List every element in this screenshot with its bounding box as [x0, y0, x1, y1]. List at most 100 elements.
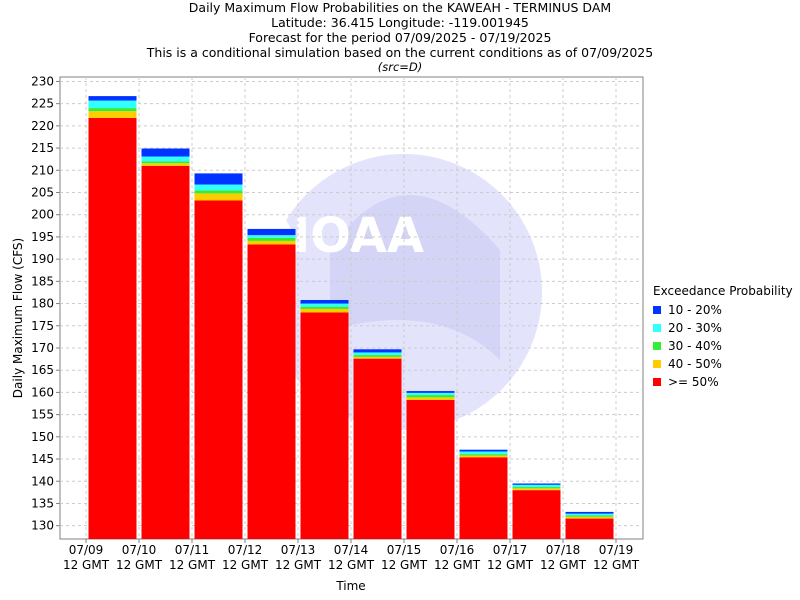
legend-item: 10 - 20%	[653, 301, 793, 319]
bar-segment-30-40	[300, 306, 349, 309]
y-tick-label: 180	[31, 297, 54, 311]
chart-location: Latitude: 36.415 Longitude: -119.001945	[271, 15, 529, 30]
bar-segment-20-30	[459, 451, 508, 455]
x-tick-time-label: 12 GMT	[540, 558, 587, 572]
legend-item: 30 - 40%	[653, 337, 793, 355]
chart-period: Forecast for the period 07/09/2025 - 07/…	[248, 30, 552, 45]
legend-title: Exceedance Probability	[653, 284, 793, 298]
legend-label: 30 - 40%	[668, 339, 722, 353]
x-tick-date-label: 07/14	[334, 543, 369, 557]
bar-segment-20-30	[353, 352, 402, 356]
y-tick-label: 215	[31, 141, 54, 155]
x-tick-time-label: 12 GMT	[222, 558, 269, 572]
x-tick-date-label: 07/11	[175, 543, 210, 557]
bar-segment-40-50	[247, 240, 296, 245]
bar-segment-20-30	[406, 392, 455, 396]
bar-segment-50	[459, 457, 508, 539]
x-tick-date-label: 07/13	[281, 543, 316, 557]
bar-segment-20-30	[141, 156, 190, 162]
bar-segment-10-20	[565, 511, 614, 514]
bar-segment-10-20	[406, 391, 455, 393]
x-axis-label: Time	[335, 579, 365, 593]
bar-segment-50	[194, 200, 243, 539]
x-tick-time-label: 12 GMT	[275, 558, 322, 572]
x-tick-time-label: 12 GMT	[116, 558, 163, 572]
bar-segment-10-20	[247, 228, 296, 236]
x-tick-time-label: 12 GMT	[434, 558, 481, 572]
bar-segment-50	[353, 358, 402, 539]
chart-conditions-note: This is a conditional simulation based o…	[146, 45, 654, 60]
x-tick-date-label: 07/09	[69, 543, 104, 557]
y-tick-label: 150	[31, 430, 54, 444]
bar-segment-30-40	[247, 237, 296, 241]
bar-segment-40-50	[194, 193, 243, 201]
y-tick-label: 190	[31, 252, 54, 266]
x-tick-time-label: 12 GMT	[169, 558, 216, 572]
bar-segment-40-50	[565, 516, 614, 519]
y-tick-label: 160	[31, 385, 54, 399]
y-tick-label: 135	[31, 496, 54, 510]
bar-segment-30-40	[565, 515, 614, 517]
y-tick-label: 210	[31, 163, 54, 177]
x-tick-time-label: 12 GMT	[381, 558, 428, 572]
x-tick-time-label: 12 GMT	[328, 558, 375, 572]
x-tick-date-label: 07/12	[228, 543, 263, 557]
y-tick-label: 200	[31, 208, 54, 222]
legend-label: 40 - 50%	[668, 357, 722, 371]
legend-item: >= 50%	[653, 373, 793, 391]
chart-title-block: Daily Maximum Flow Probabilities on the …	[0, 0, 800, 75]
bar-segment-50	[300, 312, 349, 539]
bar-segment-30-40	[88, 108, 137, 112]
bar-segment-40-50	[88, 111, 137, 118]
bar-segment-10-20	[300, 300, 349, 304]
noaa-watermark-text: NOAA	[270, 208, 424, 264]
legend-swatch	[653, 306, 661, 314]
bar-segment-20-30	[565, 513, 614, 516]
y-tick-label: 155	[31, 408, 54, 422]
bar-segment-20-30	[300, 303, 349, 307]
bar-segment-10-20	[88, 96, 137, 101]
bars	[88, 96, 614, 539]
bar-segment-40-50	[300, 308, 349, 313]
legend-items: 10 - 20% 20 - 30% 30 - 40% 40 - 50% >= 50%	[653, 301, 793, 391]
y-tick-label: 175	[31, 319, 54, 333]
bar-segment-20-30	[194, 184, 243, 191]
legend-item: 40 - 50%	[653, 355, 793, 373]
bar-segment-30-40	[512, 487, 561, 489]
legend-label: 10 - 20%	[668, 303, 722, 317]
legend-label: >= 50%	[668, 375, 719, 389]
bar-segment-40-50	[353, 356, 402, 359]
legend-label: 20 - 30%	[668, 321, 722, 335]
x-tick-time-label: 12 GMT	[487, 558, 534, 572]
chart-title: Daily Maximum Flow Probabilities on the …	[188, 0, 612, 15]
bar-segment-40-50	[141, 163, 190, 166]
x-tick-date-label: 07/19	[599, 543, 634, 557]
bar-segment-50	[88, 117, 137, 539]
y-tick-label: 165	[31, 363, 54, 377]
x-tick-time-label: 12 GMT	[593, 558, 640, 572]
bar-segment-30-40	[459, 454, 508, 456]
y-tick-label: 230	[31, 74, 54, 88]
bar-segment-30-40	[353, 355, 402, 357]
y-tick-label: 145	[31, 452, 54, 466]
legend-swatch	[653, 324, 661, 332]
noaa-watermark: NOAA	[266, 154, 542, 430]
y-axis: 130 135 140 145 150 155 160 165 170 175 180 185 190 1…	[31, 74, 60, 533]
legend-item: 20 - 30%	[653, 319, 793, 337]
y-tick-label: 205	[31, 186, 54, 200]
bar-segment-40-50	[512, 488, 561, 491]
bar-segment-50	[406, 399, 455, 539]
x-tick-date-label: 07/16	[440, 543, 475, 557]
legend: Exceedance Probability 10 - 20% 20 - 30% 3…	[653, 284, 793, 391]
chart-source-note: (src=D)	[377, 60, 423, 74]
bar-segment-50	[247, 244, 296, 539]
x-tick-date-label: 07/18	[546, 543, 581, 557]
bar-segment-50	[512, 490, 561, 539]
y-tick-label: 220	[31, 119, 54, 133]
bar-segment-30-40	[406, 395, 455, 398]
y-tick-label: 225	[31, 97, 54, 111]
bar-segment-30-40	[194, 190, 243, 194]
bar-segment-20-30	[512, 484, 561, 488]
